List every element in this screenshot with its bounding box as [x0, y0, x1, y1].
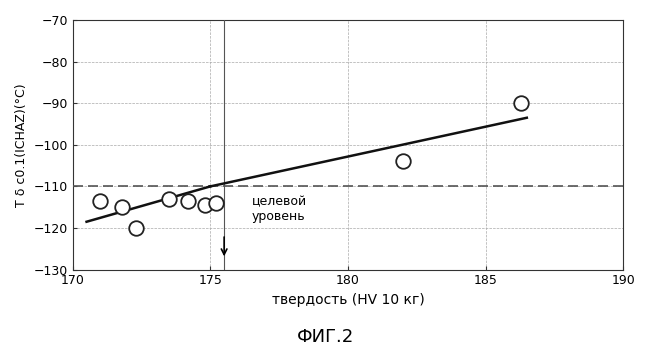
Point — [200, 202, 210, 208]
Point — [117, 204, 127, 210]
X-axis label: твердость (HV 10 кг): твердость (HV 10 кг) — [272, 293, 424, 307]
Point — [131, 225, 141, 231]
Point — [516, 100, 526, 106]
Text: целевой
уровень: целевой уровень — [252, 195, 307, 223]
Text: ФИГ.2: ФИГ.2 — [296, 329, 354, 346]
Point — [183, 198, 194, 204]
Point — [211, 200, 221, 206]
Y-axis label: T δ c0.1(ICHAZ)(°C): T δ c0.1(ICHAZ)(°C) — [15, 83, 28, 206]
Point — [95, 198, 105, 204]
Point — [398, 159, 408, 164]
Point — [164, 196, 174, 202]
